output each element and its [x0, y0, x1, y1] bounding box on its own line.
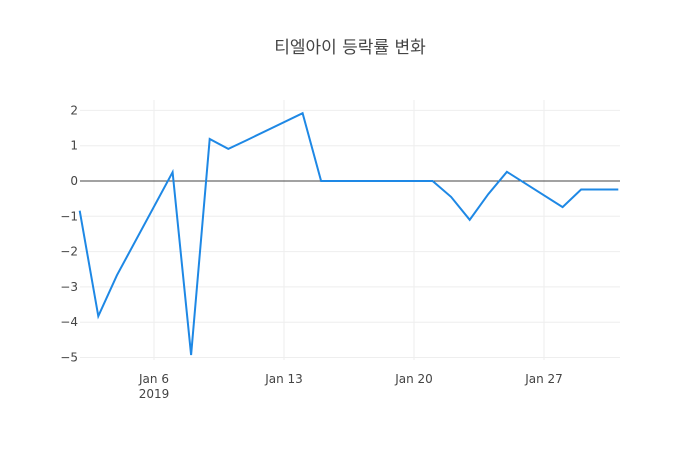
- y-tick-label: 0: [70, 174, 78, 188]
- y-tick-label: −5: [60, 351, 78, 365]
- chart-title: 티엘아이 등락률 변화: [274, 38, 426, 58]
- y-tick-label: 2: [70, 103, 78, 117]
- data-series: [78, 111, 619, 356]
- y-tick-label: 1: [70, 139, 78, 153]
- x-tick-label: Jan 27: [524, 372, 563, 386]
- x-tick-year: 2019: [139, 387, 170, 401]
- y-tick-label: −3: [60, 280, 78, 294]
- x-tick-label: Jan 6: [138, 372, 169, 386]
- series-line: [78, 111, 619, 356]
- y-tick-label: −4: [60, 315, 78, 329]
- x-tick-label: Jan 20: [394, 372, 433, 386]
- x-tick-label: Jan 13: [264, 372, 303, 386]
- y-tick-label: −2: [60, 245, 78, 259]
- gridlines: [80, 100, 620, 360]
- y-axis: 2 1 0 −1 −2 −3 −4 −5: [60, 103, 78, 364]
- y-tick-label: −1: [60, 209, 78, 223]
